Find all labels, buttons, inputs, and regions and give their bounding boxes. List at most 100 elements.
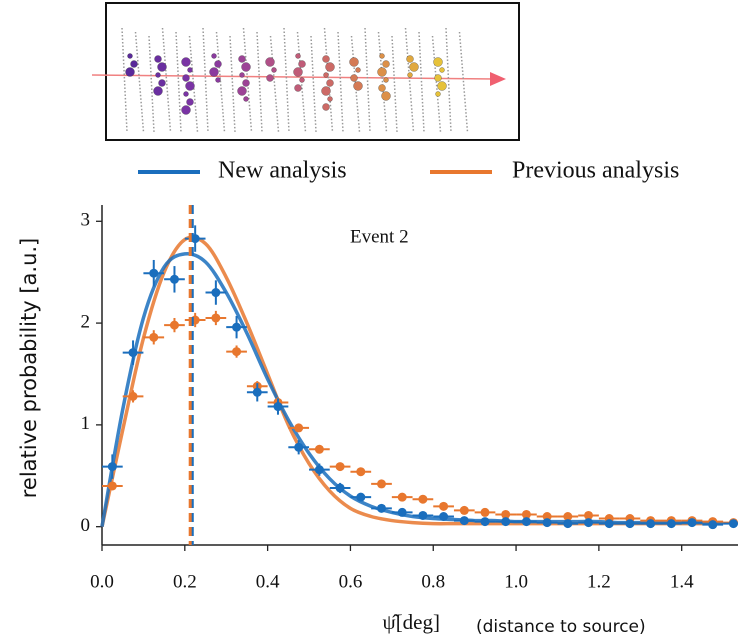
hit [125,67,135,77]
hit [349,57,359,67]
hit [326,79,334,87]
point [273,402,283,412]
point [584,510,594,520]
point [356,467,366,477]
point [294,442,304,452]
detector-string [134,31,145,133]
point [542,518,552,528]
y-tick-label: 0 [81,515,91,536]
hit [327,96,333,102]
hit [295,53,301,59]
y-tick-label: 3 [81,210,91,231]
hit [407,72,413,78]
hit [377,67,387,77]
hit [271,67,277,73]
point [376,503,386,513]
x-tick-label: 0.2 [173,571,197,592]
point [501,517,511,527]
point [169,274,179,284]
model-curve [100,251,724,527]
hit [239,72,245,78]
hit [186,98,194,106]
hit [265,57,275,67]
hit [242,79,250,87]
hit [381,91,391,101]
hit [187,67,193,73]
legend-label: New analysis [218,158,347,184]
x-tick-label: 0.8 [421,571,445,592]
point [397,492,407,502]
hit [243,96,249,102]
hit [130,60,138,68]
hit [323,72,329,78]
point [459,505,469,515]
y-axis-label: relative probability [a.u.] [17,238,41,499]
hit [379,53,385,59]
hit [434,74,442,82]
point [169,320,179,330]
point [625,519,635,529]
x-axis-label: ψ̂[deg] [383,610,440,634]
hit [241,62,251,72]
detector-string [215,31,226,133]
hit [153,86,163,96]
hit [382,60,390,68]
hit [433,57,443,67]
x-tick-label: 0.0 [90,571,114,592]
hit [155,72,161,78]
x-tick-label: 0.4 [256,571,280,592]
hit [127,53,133,59]
point [480,517,490,527]
detector-string [337,31,344,133]
point [501,509,511,519]
hit [293,67,303,77]
event-display [91,27,506,133]
point [646,519,656,529]
point [149,268,159,278]
y-tick-label: 1 [81,413,91,434]
point [563,519,573,529]
point [128,391,138,401]
x-axis-note: (distance to source) [476,617,646,637]
point [128,348,138,358]
point [708,520,718,530]
point [584,518,594,528]
hit [181,57,191,67]
point [521,509,531,519]
point [480,507,490,517]
point [666,519,676,529]
hit [325,62,335,72]
hit [322,103,330,111]
point [149,332,159,342]
hit [158,79,166,87]
point [728,519,738,529]
point [418,494,428,504]
hit [439,67,445,73]
detector-string [418,31,425,133]
hit [435,91,441,97]
point [107,462,117,472]
point [335,462,345,472]
model-curve [100,235,724,528]
y-tick-label: 2 [81,311,91,332]
point [211,288,221,298]
point [376,479,386,489]
hit [183,91,189,97]
hit [182,74,190,82]
hit [185,81,195,91]
point [459,516,469,526]
detector-string [175,31,182,133]
point [232,322,242,332]
hit [237,86,247,96]
hit [321,86,331,96]
detector-string [377,31,388,133]
hit [209,67,219,77]
point [294,423,304,433]
point [314,465,324,475]
x-tick-label: 1.0 [504,571,528,592]
hit [294,84,302,92]
legend-label: Previous analysis [512,158,679,184]
hit [406,55,414,63]
detector-string [256,31,263,133]
